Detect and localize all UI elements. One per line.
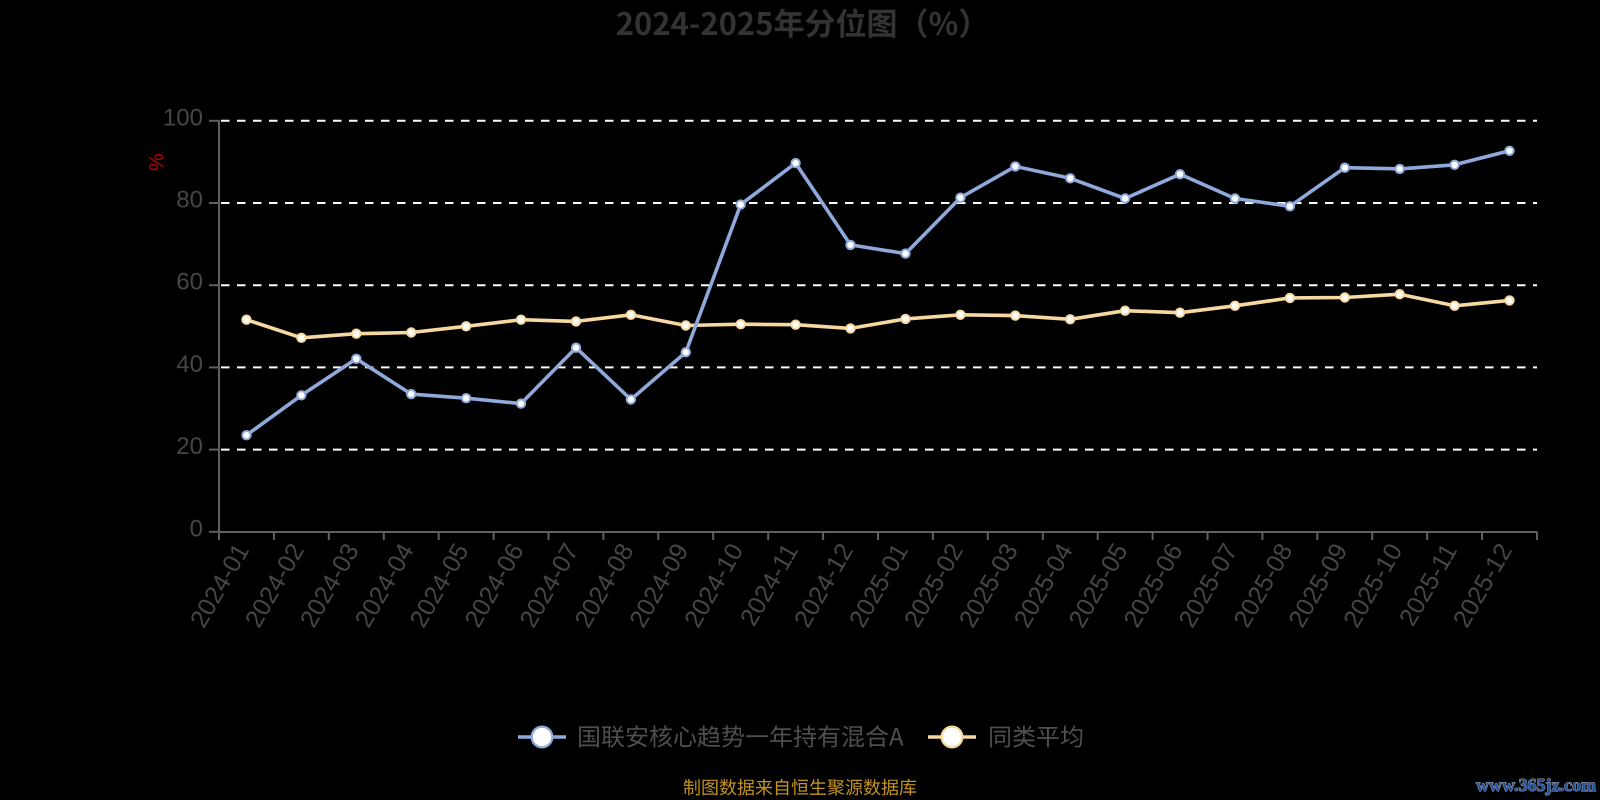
svg-text:www.365jz.com: www.365jz.com bbox=[1476, 775, 1596, 795]
svg-text:40: 40 bbox=[176, 351, 203, 378]
svg-text:%: % bbox=[144, 153, 166, 171]
svg-text:0: 0 bbox=[190, 515, 203, 542]
svg-text:100: 100 bbox=[163, 104, 203, 131]
svg-text:60: 60 bbox=[176, 269, 203, 296]
svg-text:80: 80 bbox=[176, 187, 203, 214]
svg-text:20: 20 bbox=[176, 433, 203, 460]
